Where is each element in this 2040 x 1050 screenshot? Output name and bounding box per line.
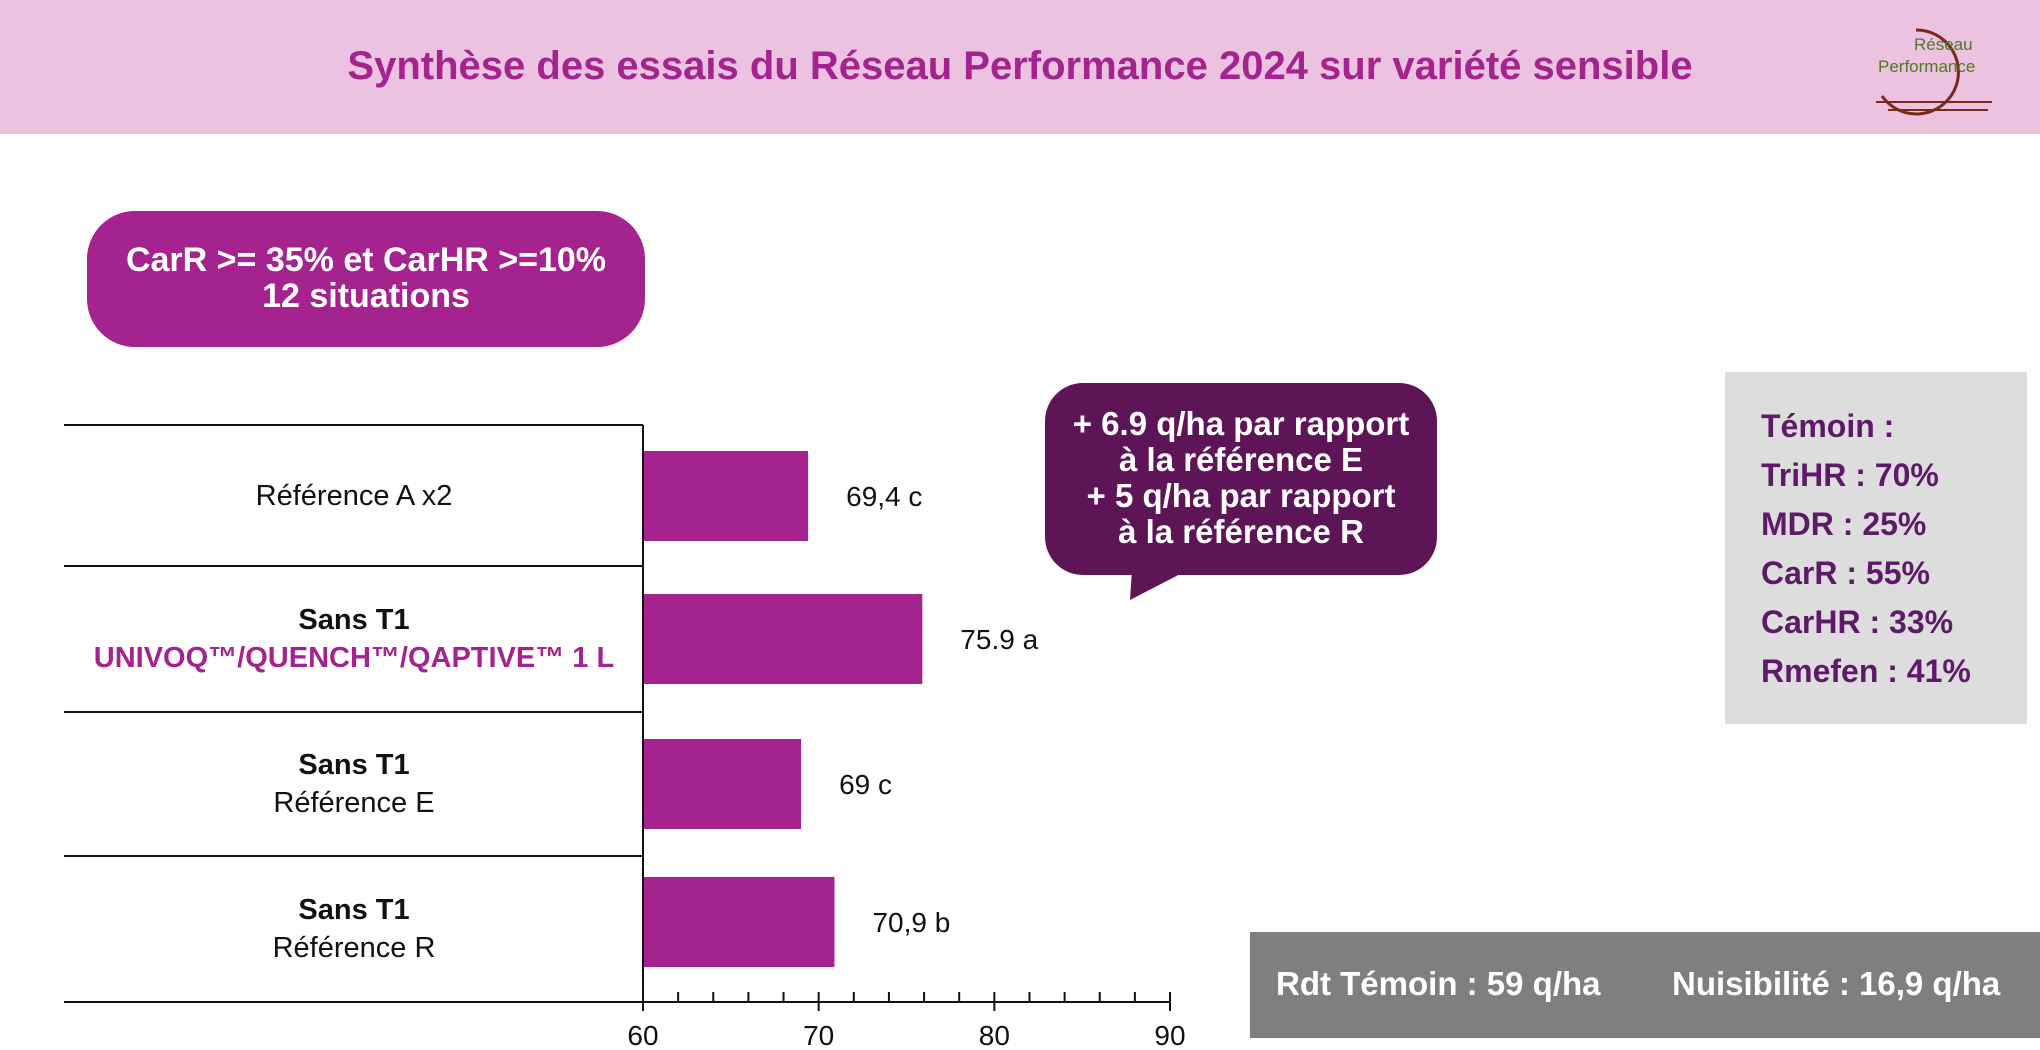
bar: [644, 594, 923, 684]
bar: [644, 451, 809, 541]
witness-item: CarR : 55%: [1761, 555, 1930, 591]
row-label-line-1: Sans T1: [298, 894, 410, 926]
callout-tail: [1130, 570, 1188, 600]
witness-title: Témoin :: [1761, 408, 1895, 444]
row-label: Sans T1 UNIVOQ™/QUENCH™/QAPTIVE™ 1 L: [64, 601, 644, 677]
logo-arc-icon: [1876, 28, 1992, 116]
row-label-line-2: Référence E: [273, 787, 435, 819]
witness-item: Rmefen : 41%: [1761, 653, 1971, 689]
row-label-line-2: UNIVOQ™/QUENCH™/QAPTIVE™ 1 L: [93, 642, 615, 674]
data-label: 75.9 a: [960, 624, 1038, 655]
data-label: 70,9 b: [872, 907, 950, 938]
x-tick-label: 80: [979, 1020, 1010, 1050]
witness-item: CarHR : 33%: [1761, 604, 1954, 640]
row-label-line-2: Référence R: [272, 932, 436, 964]
x-tick-label: 70: [803, 1020, 834, 1050]
footer-bar: Rdt Témoin : 59 q/ha Nuisibilité : 16,9 …: [1250, 932, 2040, 1038]
bar: [644, 877, 835, 967]
condition-box: CarR >= 35% et CarHR >=10% 12 situations: [87, 211, 645, 347]
reseau-performance-logo: Réseau Performance: [1872, 18, 1998, 118]
witness-panel: Témoin : TriHR : 70% MDR : 25% CarR : 55…: [1725, 372, 2027, 724]
row-label-line-1: Sans T1: [298, 749, 410, 781]
witness-yield: Rdt Témoin : 59 q/ha: [1276, 965, 1601, 1002]
callout-line-4: à la référence R: [1118, 513, 1364, 550]
row-label-line-1: Référence A x2: [255, 480, 453, 512]
logo-text-bottom: Performance: [1878, 57, 1976, 76]
callout-line-1: + 6.9 q/ha par rapport: [1072, 405, 1410, 442]
row-label-line-1: Sans T1: [298, 604, 410, 636]
x-tick-label: 90: [1154, 1020, 1185, 1050]
nuisance-value: Nuisibilité : 16,9 q/ha: [1672, 965, 2001, 1002]
logo-text-top: Réseau: [1914, 35, 1973, 54]
header-banner: Synthèse des essais du Réseau Performanc…: [0, 0, 2040, 134]
callout-line-3: + 5 q/ha par rapport: [1086, 477, 1396, 514]
row-label: Sans T1 Référence E: [64, 746, 644, 822]
witness-item: TriHR : 70%: [1761, 457, 1939, 493]
row-label: Référence A x2: [64, 477, 644, 515]
condition-line-1: CarR >= 35% et CarHR >=10%: [125, 241, 607, 279]
data-label: 69 c: [839, 769, 892, 800]
x-tick-label: 60: [627, 1020, 658, 1050]
page-title: Synthèse des essais du Réseau Performanc…: [347, 44, 1693, 88]
condition-line-2: 12 situations: [262, 277, 470, 315]
gain-callout: + 6.9 q/ha par rapport à la référence E …: [1045, 383, 1437, 575]
witness-item: MDR : 25%: [1761, 506, 1927, 542]
bar: [644, 739, 802, 829]
callout-line-2: à la référence E: [1119, 441, 1363, 478]
row-label: Sans T1 Référence R: [64, 891, 644, 967]
data-label: 69,4 c: [846, 481, 922, 512]
